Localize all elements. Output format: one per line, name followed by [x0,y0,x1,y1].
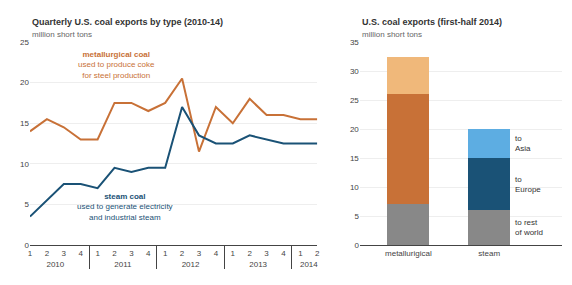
svg-text:25: 25 [20,38,29,47]
svg-text:20: 20 [20,78,29,87]
svg-text:2: 2 [112,249,117,258]
svg-text:2: 2 [247,249,252,258]
svg-text:2010: 2010 [46,260,64,269]
svg-text:1: 1 [298,249,303,258]
svg-text:25: 25 [350,96,359,105]
svg-text:2: 2 [180,249,185,258]
svg-text:3: 3 [264,249,269,258]
svg-text:0: 0 [25,241,30,250]
svg-text:4: 4 [146,249,151,258]
svg-text:30: 30 [350,67,359,76]
svg-text:3: 3 [62,249,67,258]
svg-text:1: 1 [231,249,236,258]
svg-text:3: 3 [197,249,202,258]
svg-text:metallurigical: metallurigical [385,249,432,258]
svg-text:35: 35 [350,38,359,47]
svg-text:million short tons: million short tons [32,30,92,39]
svg-text:2012: 2012 [182,260,200,269]
svg-text:metallurgical coalused to prod: metallurgical coalused to produce cokefo… [78,50,155,80]
svg-text:steam: steam [478,249,500,258]
svg-text:4: 4 [214,249,219,258]
svg-text:million short tons: million short tons [362,30,422,39]
svg-text:U.S. coal exports (first-half: U.S. coal exports (first-half 2014) [362,17,502,27]
svg-text:to restof world: to restof world [515,218,543,237]
svg-text:1: 1 [28,249,33,258]
svg-text:10: 10 [350,183,359,192]
svg-text:0: 0 [354,241,359,250]
svg-text:5: 5 [25,200,30,209]
svg-text:2014: 2014 [300,260,318,269]
svg-text:2: 2 [315,249,320,258]
svg-text:toAsia: toAsia [515,134,531,153]
svg-text:3: 3 [129,249,134,258]
svg-text:15: 15 [350,154,359,163]
svg-text:2011: 2011 [114,260,132,269]
svg-text:15: 15 [20,119,29,128]
svg-text:4: 4 [78,249,83,258]
svg-text:1: 1 [163,249,168,258]
svg-text:4: 4 [281,249,286,258]
svg-text:Quarterly U.S. coal exports by: Quarterly U.S. coal exports by type (201… [32,17,223,27]
svg-text:20: 20 [350,125,359,134]
svg-text:1: 1 [95,249,100,258]
svg-text:10: 10 [20,160,29,169]
svg-text:2013: 2013 [249,260,267,269]
svg-text:toEurope: toEurope [515,175,541,194]
svg-text:steam coalused to generate ele: steam coalused to generate electricityan… [77,192,173,222]
svg-text:5: 5 [354,212,359,221]
svg-text:2: 2 [45,249,50,258]
